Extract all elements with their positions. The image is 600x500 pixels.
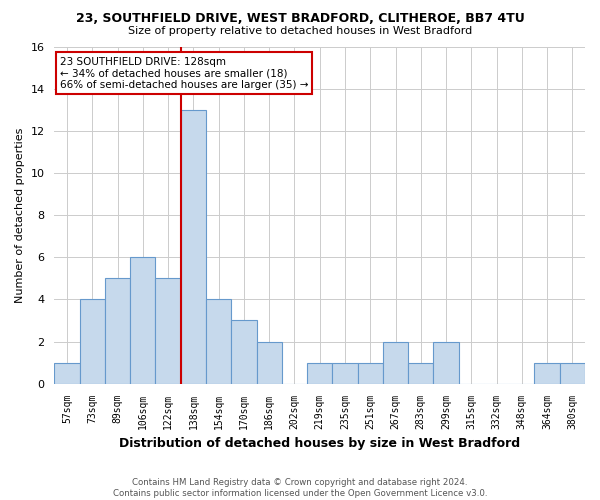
Bar [383, 342, 408, 384]
Bar [181, 110, 206, 384]
Bar [155, 278, 181, 384]
Bar [307, 362, 332, 384]
Bar [130, 257, 155, 384]
Bar [105, 278, 130, 384]
Bar [433, 342, 458, 384]
Text: Contains HM Land Registry data © Crown copyright and database right 2024.
Contai: Contains HM Land Registry data © Crown c… [113, 478, 487, 498]
X-axis label: Distribution of detached houses by size in West Bradford: Distribution of detached houses by size … [119, 437, 520, 450]
Bar [358, 362, 383, 384]
Bar [332, 362, 358, 384]
Bar [560, 362, 585, 384]
Text: 23 SOUTHFIELD DRIVE: 128sqm
← 34% of detached houses are smaller (18)
66% of sem: 23 SOUTHFIELD DRIVE: 128sqm ← 34% of det… [60, 56, 308, 90]
Bar [408, 362, 433, 384]
Text: Size of property relative to detached houses in West Bradford: Size of property relative to detached ho… [128, 26, 472, 36]
Y-axis label: Number of detached properties: Number of detached properties [15, 128, 25, 303]
Bar [257, 342, 282, 384]
Bar [535, 362, 560, 384]
Text: 23, SOUTHFIELD DRIVE, WEST BRADFORD, CLITHEROE, BB7 4TU: 23, SOUTHFIELD DRIVE, WEST BRADFORD, CLI… [76, 12, 524, 26]
Bar [231, 320, 257, 384]
Bar [55, 362, 80, 384]
Bar [80, 300, 105, 384]
Bar [206, 300, 231, 384]
